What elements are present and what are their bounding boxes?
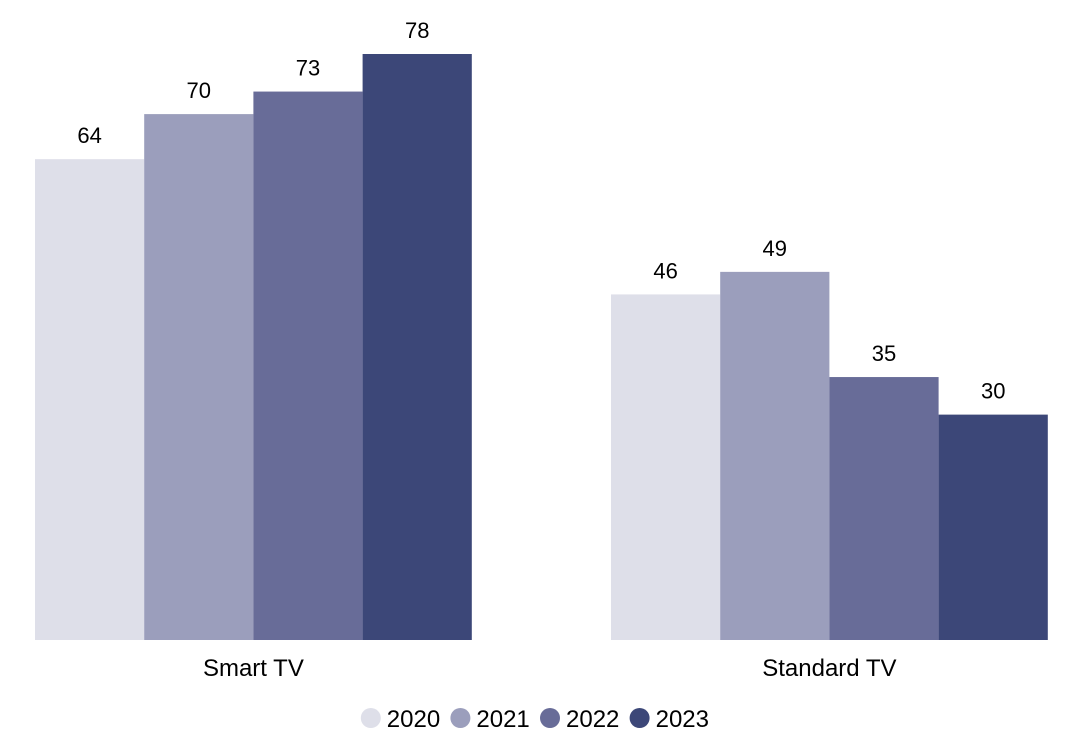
data-label-smart-tv-2022: 73 bbox=[296, 56, 320, 81]
bar-smart-tv-2021 bbox=[144, 114, 254, 641]
category-label-standard-tv: Standard TV bbox=[762, 655, 896, 682]
data-labels-group: 64 70 73 78 46 49 35 30 bbox=[77, 18, 1005, 404]
bar-standard-tv-2021 bbox=[720, 271, 830, 640]
bar-standard-tv-2020 bbox=[611, 294, 721, 640]
legend-label-2022: 2022 bbox=[566, 706, 619, 733]
category-labels-group: Smart TV Standard TV bbox=[203, 655, 897, 682]
legend-marker-2021 bbox=[450, 708, 471, 728]
legend-marker-2023 bbox=[629, 708, 650, 728]
legend: 2020 2021 2022 2023 bbox=[360, 706, 709, 733]
data-label-smart-tv-2021: 70 bbox=[187, 78, 211, 103]
legend-marker-2022 bbox=[540, 708, 560, 728]
category-label-smart-tv: Smart TV bbox=[203, 655, 304, 682]
bar-smart-tv-2023 bbox=[362, 54, 472, 640]
data-label-standard-tv-2023: 30 bbox=[981, 379, 1005, 404]
legend-marker-2020 bbox=[360, 708, 381, 728]
data-label-standard-tv-2022: 35 bbox=[872, 341, 896, 366]
data-label-smart-tv-2020: 64 bbox=[77, 123, 101, 148]
bars-group bbox=[35, 54, 1048, 641]
data-label-standard-tv-2021: 49 bbox=[763, 236, 787, 261]
legend-label-2020: 2020 bbox=[387, 706, 440, 733]
legend-label-2023: 2023 bbox=[656, 706, 709, 733]
legend-label-2021: 2021 bbox=[476, 706, 529, 733]
bar-smart-tv-2022 bbox=[253, 91, 363, 641]
bar-standard-tv-2023 bbox=[938, 414, 1048, 640]
bar-smart-tv-2020 bbox=[35, 159, 145, 640]
data-label-standard-tv-2020: 46 bbox=[653, 258, 677, 283]
bar-standard-tv-2022 bbox=[829, 377, 939, 640]
data-label-smart-tv-2023: 78 bbox=[405, 18, 429, 43]
